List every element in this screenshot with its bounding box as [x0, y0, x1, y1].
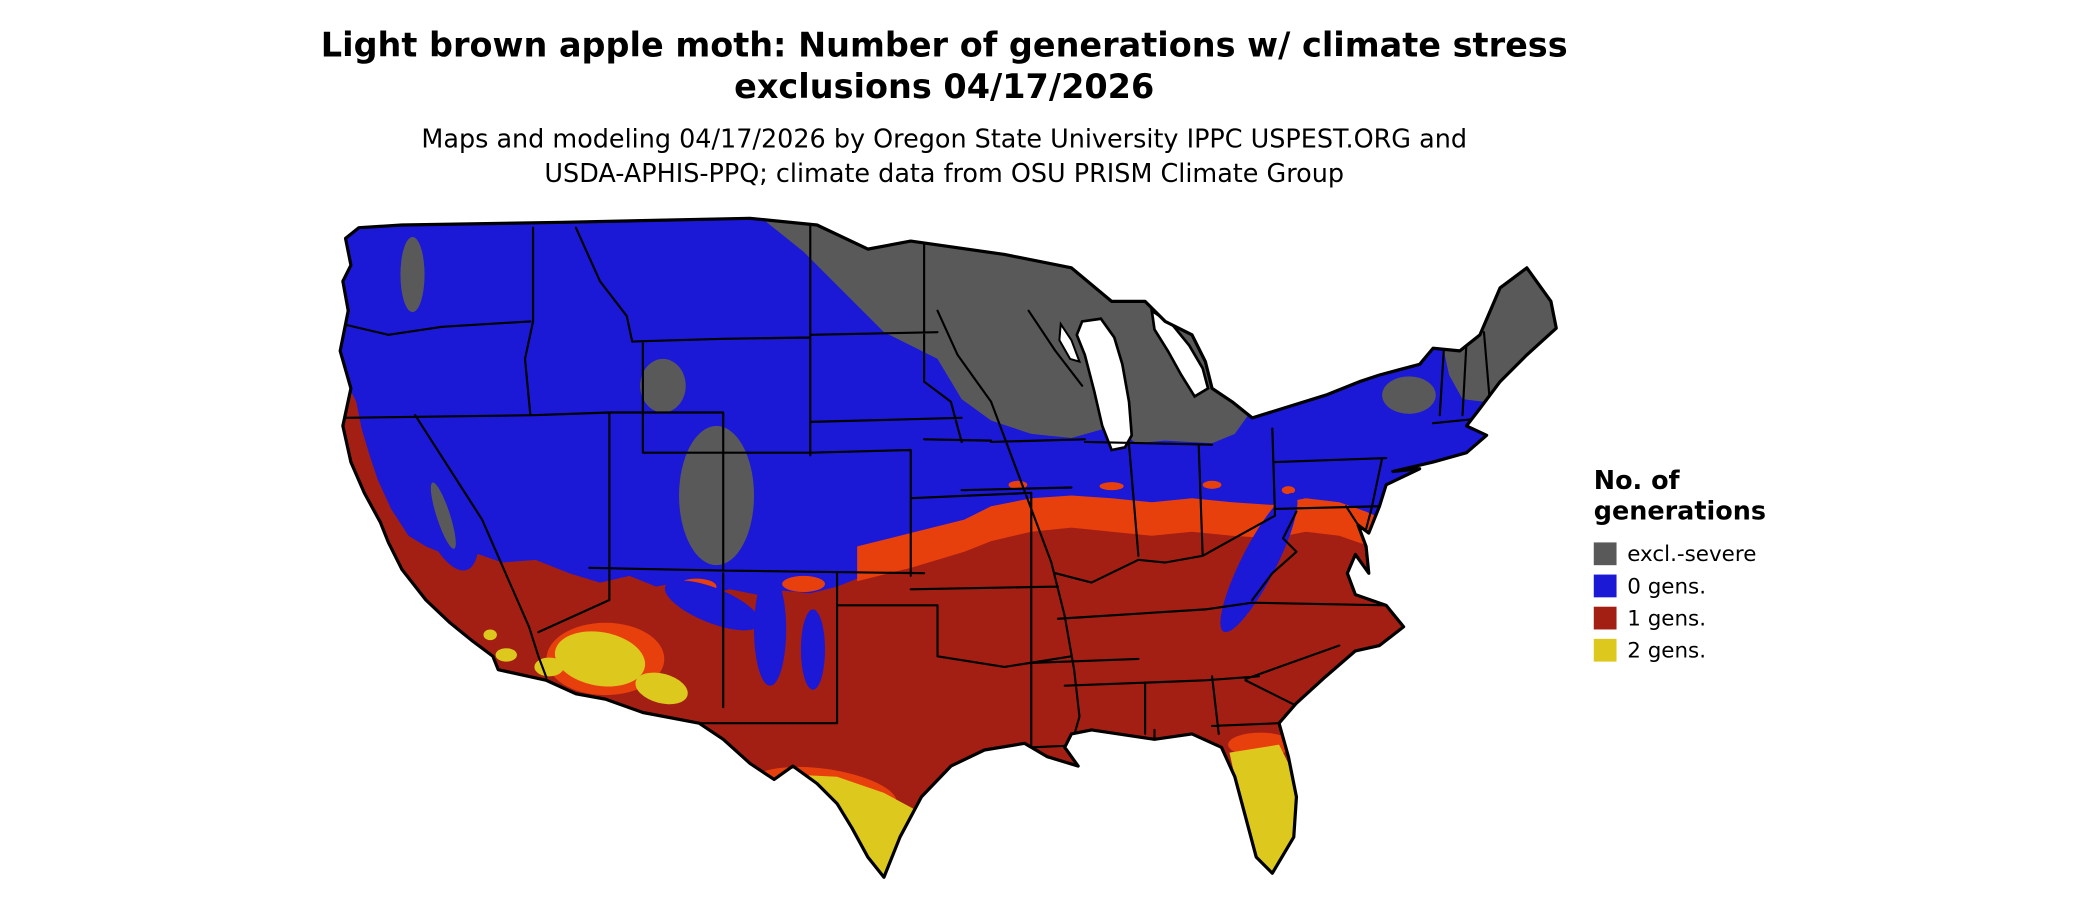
us-generations-map: [308, 201, 1580, 897]
green-bay: [1058, 321, 1082, 364]
legend: No. of generations excl.-severe 0 gens. …: [1593, 466, 1766, 670]
legend-swatch-excl-severe: [1593, 542, 1617, 566]
legend-swatch-0-gens: [1593, 574, 1617, 598]
legend-label-excl-severe: excl.-severe: [1627, 541, 1757, 567]
map-subtitle: Maps and modeling 04/17/2026 by Oregon S…: [0, 122, 1888, 192]
map-title: Light brown apple moth: Number of genera…: [0, 24, 1888, 107]
legend-label-1-gens: 1 gens.: [1627, 605, 1707, 631]
legend-rows: excl.-severe 0 gens. 1 gens. 2 gens.: [1593, 541, 1766, 663]
legend-title-line2: generations: [1593, 496, 1766, 527]
map-title-line2: exclusions 04/17/2026: [734, 66, 1155, 106]
map-title-line1: Light brown apple moth: Number of genera…: [320, 25, 1568, 65]
map-subtitle-line1: Maps and modeling 04/17/2026 by Oregon S…: [421, 124, 1467, 155]
map-region-sierra-crest: [430, 482, 456, 549]
legend-row-2-gens: 2 gens.: [1593, 637, 1766, 663]
lake-michigan: [1075, 317, 1134, 452]
legend-swatch-1-gens: [1593, 606, 1617, 630]
us-map-svg: [338, 216, 1558, 879]
lake-huron: [1150, 307, 1210, 399]
state-borders: [341, 219, 1491, 752]
great-lakes: [1058, 307, 1210, 452]
legend-row-1-gens: 1 gens.: [1593, 605, 1766, 631]
map-subtitle-line2: USDA-APHIS-PPQ; climate data from OSU PR…: [544, 159, 1344, 189]
legend-swatch-2-gens: [1593, 638, 1617, 662]
legend-title-line1: No. of: [1593, 466, 1680, 496]
legend-title: No. of generations: [1594, 466, 1766, 528]
legend-row-0-gens: 0 gens.: [1593, 573, 1766, 599]
legend-label-0-gens: 0 gens.: [1627, 573, 1707, 599]
legend-row-excl-severe: excl.-severe: [1593, 541, 1766, 567]
us-outline: [338, 216, 1558, 879]
legend-label-2-gens: 2 gens.: [1627, 637, 1707, 663]
